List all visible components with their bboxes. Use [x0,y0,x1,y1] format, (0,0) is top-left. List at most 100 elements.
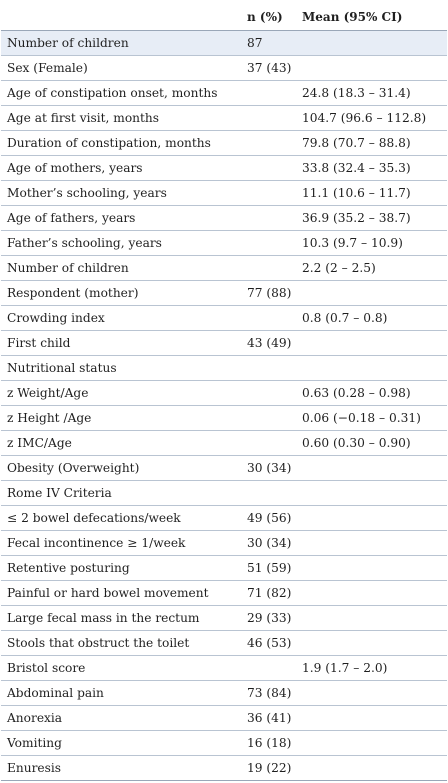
row-n-percent [241,355,296,381]
row-n-percent: 36 (41) [241,705,296,731]
row-n-percent: 73 (84) [241,680,296,706]
row-label: Anorexia [1,705,241,731]
row-label: Age of mothers, years [1,155,241,181]
row-mean-ci [296,705,447,731]
row-label: Respondent (mother) [1,280,241,306]
row-mean-ci [296,630,447,656]
row-mean-ci [296,30,447,56]
row-mean-ci: 24.8 (18.3 – 31.4) [296,80,447,106]
row-mean-ci [296,505,447,531]
row-label: ≤ 2 bowel defecations/week [1,505,241,531]
data-table: n (%) Mean (95% CI) Number of children 87… [1,4,447,781]
row-mean-ci [296,580,447,606]
header-mean-ci: Mean (95% CI) [296,4,447,31]
table-row: Number of children 87 [1,30,447,56]
row-mean-ci: 0.60 (0.30 – 0.90) [296,430,447,456]
row-n-percent: 30 (34) [241,530,296,556]
row-label: z Weight/Age [1,380,241,406]
row-n-percent: 49 (56) [241,505,296,531]
row-n-percent [241,655,296,681]
row-mean-ci [296,55,447,81]
row-n-percent [241,180,296,206]
row-mean-ci: 0.06 (−0.18 – 0.31) [296,405,447,431]
row-n-percent: 87 [241,30,296,56]
row-n-percent [241,380,296,406]
table-row: Age of constipation onset, months 24.8 (1… [1,80,447,106]
row-n-percent [241,105,296,131]
table-row: Age of fathers, years 36.9 (35.2 – 38.7) [1,205,447,231]
table-row: Fecal incontinence ≥ 1/week 30 (34) [1,530,447,556]
row-mean-ci: 33.8 (32.4 – 35.3) [296,155,447,181]
row-mean-ci: 2.2 (2 – 2.5) [296,255,447,281]
row-mean-ci: 0.63 (0.28 – 0.98) [296,380,447,406]
row-n-percent [241,480,296,506]
row-label: Large fecal mass in the rectum [1,605,241,631]
row-label: Painful or hard bowel movement [1,580,241,606]
table-row: Crowding index 0.8 (0.7 – 0.8) [1,305,447,331]
row-label: Mother’s schooling, years [1,180,241,206]
row-n-percent [241,80,296,106]
table-row: z Weight/Age 0.63 (0.28 – 0.98) [1,380,447,406]
row-n-percent [241,130,296,156]
row-label: Sex (Female) [1,55,241,81]
row-n-percent [241,205,296,231]
row-label: Retentive posturing [1,555,241,581]
table-row: Age at first visit, months 104.7 (96.6 – … [1,105,447,131]
row-n-percent: 19 (22) [241,755,296,781]
table-row: Sex (Female) 37 (43) [1,55,447,81]
row-n-percent: 51 (59) [241,555,296,581]
row-label: Age at first visit, months [1,105,241,131]
row-mean-ci [296,355,447,381]
row-mean-ci [296,605,447,631]
row-label: First child [1,330,241,356]
row-label: z IMC/Age [1,430,241,456]
row-mean-ci [296,555,447,581]
row-n-percent: 37 (43) [241,55,296,81]
row-n-percent [241,305,296,331]
row-label: Vomiting [1,730,241,756]
row-n-percent: 77 (88) [241,280,296,306]
row-n-percent: 30 (34) [241,455,296,481]
row-mean-ci [296,455,447,481]
row-label: Number of children [1,255,241,281]
row-label: Obesity (Overweight) [1,455,241,481]
row-n-percent [241,255,296,281]
table-row: Rome IV Criteria [1,480,447,506]
table-row: Father’s schooling, years 10.3 (9.7 – 10.… [1,230,447,256]
row-mean-ci: 1.9 (1.7 – 2.0) [296,655,447,681]
row-n-percent [241,230,296,256]
row-label: Age of constipation onset, months [1,80,241,106]
table-row: Age of mothers, years 33.8 (32.4 – 35.3) [1,155,447,181]
table-row: Retentive posturing 51 (59) [1,555,447,581]
row-label: Fecal incontinence ≥ 1/week [1,530,241,556]
row-n-percent: 16 (18) [241,730,296,756]
row-mean-ci: 36.9 (35.2 – 38.7) [296,205,447,231]
table-row: Nutritional status [1,355,447,381]
row-mean-ci: 104.7 (96.6 – 112.8) [296,105,447,131]
row-label: z Height /Age [1,405,241,431]
row-label: Duration of constipation, months [1,130,241,156]
table-row: Painful or hard bowel movement 71 (82) [1,580,447,606]
row-mean-ci: 10.3 (9.7 – 10.9) [296,230,447,256]
row-label: Stools that obstruct the toilet [1,630,241,656]
table-row: Large fecal mass in the rectum 29 (33) [1,605,447,631]
row-mean-ci [296,755,447,781]
table-row: z IMC/Age 0.60 (0.30 – 0.90) [1,430,447,456]
row-label: Nutritional status [1,355,241,381]
row-label: Abdominal pain [1,680,241,706]
table-header-row: n (%) Mean (95% CI) [1,4,447,31]
row-mean-ci: 0.8 (0.7 – 0.8) [296,305,447,331]
row-n-percent: 43 (49) [241,330,296,356]
row-mean-ci [296,680,447,706]
row-label: Age of fathers, years [1,205,241,231]
header-label [1,4,241,31]
row-label: Crowding index [1,305,241,331]
row-mean-ci [296,530,447,556]
header-n-percent: n (%) [241,4,296,31]
row-label: Enuresis [1,755,241,781]
table-row: Obesity (Overweight) 30 (34) [1,455,447,481]
row-mean-ci: 79.8 (70.7 – 88.8) [296,130,447,156]
table-row: Abdominal pain 73 (84) [1,680,447,706]
row-mean-ci [296,280,447,306]
row-n-percent [241,155,296,181]
